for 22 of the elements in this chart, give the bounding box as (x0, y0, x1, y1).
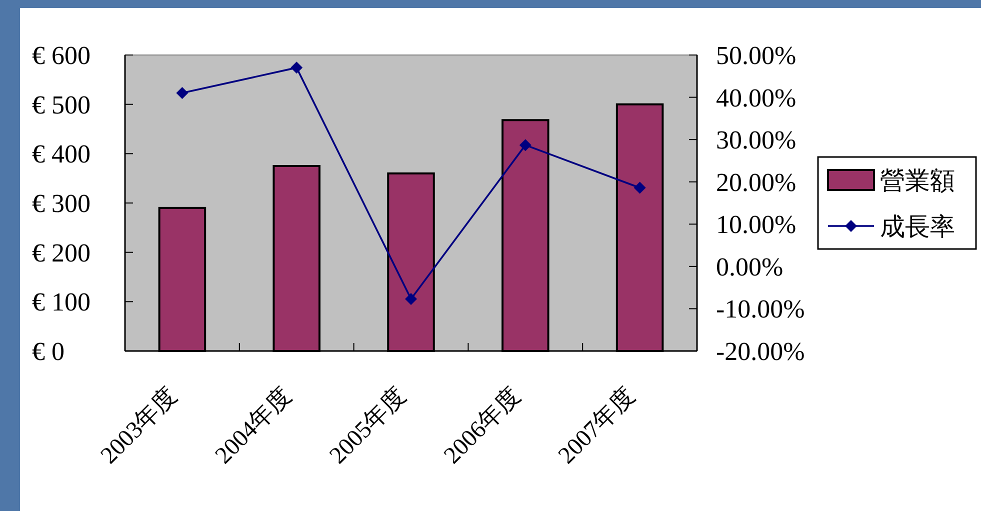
legend-label: 營業額 (880, 168, 955, 195)
y2-tick-label: 10.00% (716, 210, 796, 240)
y2-tick-label: 50.00% (716, 41, 796, 70)
y-tick-label: € 600 (32, 41, 90, 70)
point (176, 87, 188, 100)
y2-tick-label: 30.00% (716, 126, 796, 155)
point (634, 182, 646, 194)
point (405, 292, 417, 305)
legend-label: 成長率 (880, 213, 955, 241)
y-tick-label: € 500 (32, 90, 90, 120)
y-tick-label: € 300 (32, 189, 90, 218)
y-tick-label: € 400 (32, 140, 90, 169)
point (519, 139, 532, 152)
y2-tick-label: -20.00% (716, 337, 805, 366)
y2-tick-label: 40.00% (716, 83, 796, 112)
point (290, 62, 303, 74)
y2-tick-label: 20.00% (716, 168, 796, 197)
y-tick-label: € 200 (32, 238, 90, 268)
y-tick-label: € 0 (32, 337, 64, 366)
y2-tick-label: -10.00% (716, 294, 805, 324)
y-tick-label: € 100 (32, 288, 90, 317)
y2-tick-label: 0.00% (716, 252, 784, 282)
